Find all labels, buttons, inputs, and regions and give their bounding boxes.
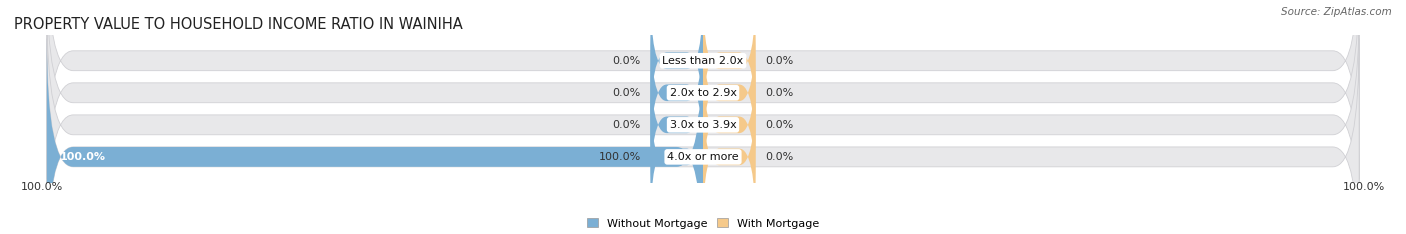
FancyBboxPatch shape	[651, 53, 703, 197]
FancyBboxPatch shape	[651, 85, 703, 229]
Text: 100.0%: 100.0%	[60, 152, 105, 162]
Text: 0.0%: 0.0%	[765, 152, 793, 162]
FancyBboxPatch shape	[703, 0, 755, 132]
Text: Less than 2.0x: Less than 2.0x	[662, 56, 744, 66]
Text: 100.0%: 100.0%	[21, 182, 63, 192]
FancyBboxPatch shape	[46, 7, 1360, 234]
FancyBboxPatch shape	[46, 0, 1360, 179]
Text: Source: ZipAtlas.com: Source: ZipAtlas.com	[1281, 7, 1392, 17]
FancyBboxPatch shape	[703, 85, 755, 229]
FancyBboxPatch shape	[651, 0, 703, 132]
Legend: Without Mortgage, With Mortgage: Without Mortgage, With Mortgage	[582, 214, 824, 233]
Text: 2.0x to 2.9x: 2.0x to 2.9x	[669, 88, 737, 98]
Text: 0.0%: 0.0%	[765, 88, 793, 98]
FancyBboxPatch shape	[703, 53, 755, 197]
Text: 0.0%: 0.0%	[765, 120, 793, 130]
Text: 0.0%: 0.0%	[613, 120, 641, 130]
Text: 0.0%: 0.0%	[613, 56, 641, 66]
FancyBboxPatch shape	[46, 39, 703, 234]
FancyBboxPatch shape	[651, 21, 703, 165]
FancyBboxPatch shape	[46, 39, 1360, 234]
FancyBboxPatch shape	[46, 0, 1360, 211]
Text: 4.0x or more: 4.0x or more	[668, 152, 738, 162]
Text: 0.0%: 0.0%	[613, 88, 641, 98]
Text: 100.0%: 100.0%	[599, 152, 641, 162]
Text: 3.0x to 3.9x: 3.0x to 3.9x	[669, 120, 737, 130]
Text: 100.0%: 100.0%	[1343, 182, 1385, 192]
FancyBboxPatch shape	[703, 21, 755, 165]
Text: PROPERTY VALUE TO HOUSEHOLD INCOME RATIO IN WAINIHA: PROPERTY VALUE TO HOUSEHOLD INCOME RATIO…	[14, 17, 463, 32]
Text: 0.0%: 0.0%	[765, 56, 793, 66]
